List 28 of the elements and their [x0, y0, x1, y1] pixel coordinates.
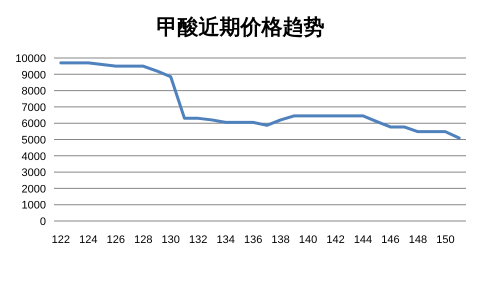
x-tick-label: 144: [354, 234, 372, 246]
x-tick-label: 122: [52, 234, 70, 246]
x-tick-label: 130: [162, 234, 180, 246]
y-tick-label: 2000: [22, 183, 46, 196]
x-tick-label: 138: [271, 234, 290, 246]
x-tick-label: 142: [326, 234, 345, 246]
x-tick-label: 134: [216, 234, 235, 246]
x-tick-label: 126: [106, 234, 125, 246]
x-tick-label: 140: [298, 234, 318, 246]
y-tick-label: 6000: [22, 118, 46, 130]
y-tick-label: 3000: [22, 167, 46, 180]
x-tick-label: 136: [244, 234, 262, 246]
y-tick-label: 10000: [15, 53, 46, 65]
chart-title: 甲酸近期价格趋势: [156, 15, 324, 39]
line-series: [59, 61, 461, 140]
y-tick-label: 8000: [22, 86, 46, 98]
y-tick-label: 7000: [22, 102, 46, 114]
y-tick-label: 1000: [22, 200, 46, 212]
x-tick-label: 150: [436, 234, 455, 246]
x-tick-label: 124: [79, 234, 98, 246]
x-tick-label: 146: [381, 234, 400, 246]
y-tick-label: 4000: [22, 150, 46, 163]
y-tick-label: 0: [40, 216, 46, 228]
y-tick-label: 9000: [22, 69, 46, 82]
x-tick-label: 132: [189, 234, 208, 246]
x-tick-label: 148: [408, 234, 428, 246]
y-tick-label: 5000: [22, 134, 46, 146]
x-tick-label: 128: [134, 234, 152, 246]
